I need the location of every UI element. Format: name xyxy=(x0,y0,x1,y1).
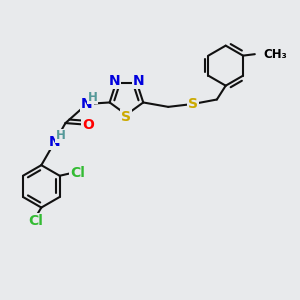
Text: S: S xyxy=(188,97,198,111)
Text: H: H xyxy=(56,129,65,142)
Text: N: N xyxy=(109,74,120,88)
Text: N: N xyxy=(133,74,144,88)
Text: Cl: Cl xyxy=(70,166,85,180)
Text: N: N xyxy=(49,135,60,149)
Text: S: S xyxy=(122,110,131,124)
Text: O: O xyxy=(82,118,94,131)
Text: H: H xyxy=(88,91,98,104)
Text: CH₃: CH₃ xyxy=(263,48,287,61)
Text: Cl: Cl xyxy=(28,214,43,228)
Text: N: N xyxy=(81,97,93,111)
